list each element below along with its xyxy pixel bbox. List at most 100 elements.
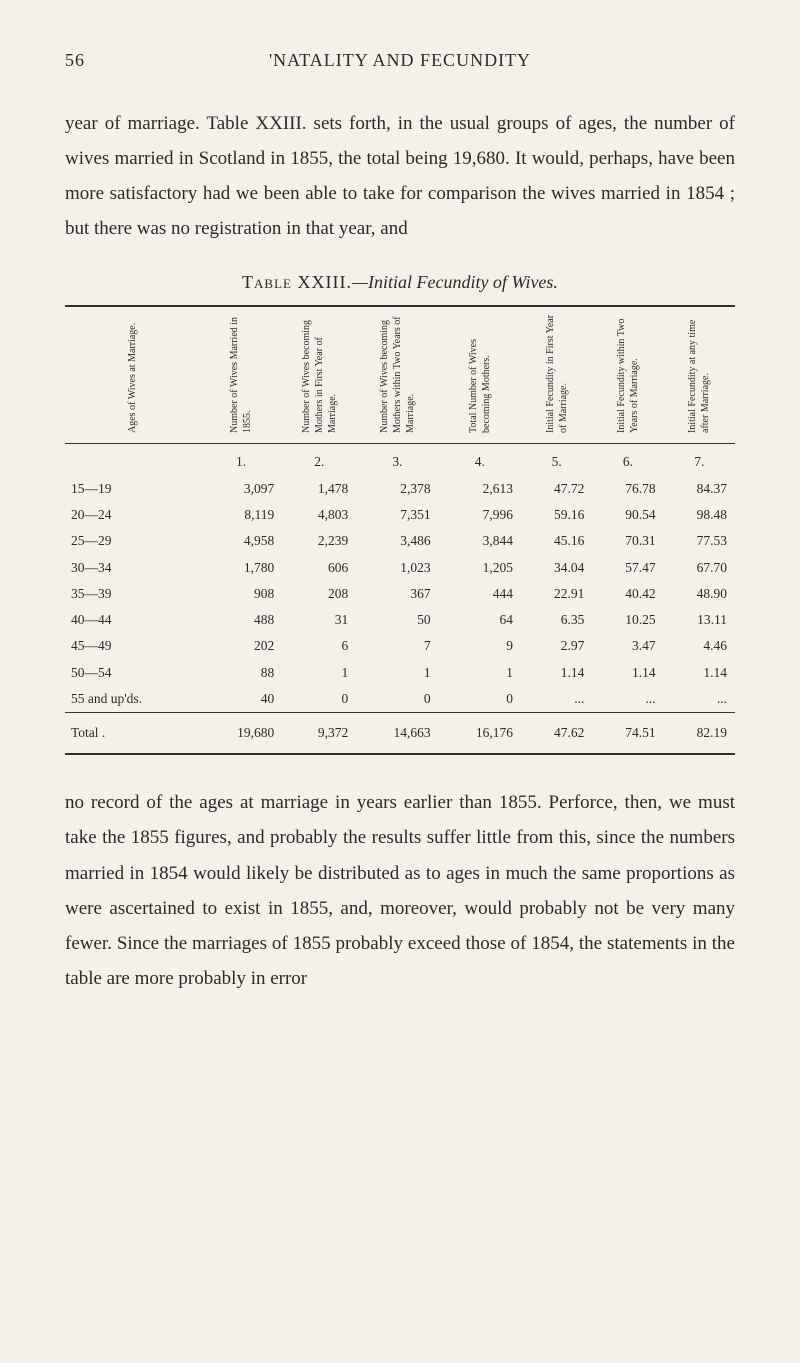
- cell: 488: [200, 607, 282, 633]
- cell: 70.31: [592, 528, 663, 554]
- cell: 2.97: [521, 633, 592, 659]
- cell: 3,097: [200, 476, 282, 502]
- col-header-ages: Ages of Wives at Marriage.: [65, 306, 200, 444]
- cell: ...: [664, 686, 735, 713]
- cell: 40—44: [65, 607, 200, 633]
- cell: 16,176: [439, 713, 521, 755]
- paragraph-2: no record of the ages at marriage in yea…: [65, 785, 735, 996]
- cell: 4,958: [200, 528, 282, 554]
- cell: 1: [439, 660, 521, 686]
- cell: 2,613: [439, 476, 521, 502]
- cell: 2.: [282, 443, 356, 476]
- cell: 40: [200, 686, 282, 713]
- cell: 64: [439, 607, 521, 633]
- cell: 20—24: [65, 502, 200, 528]
- table-row: 40—44 488 31 50 64 6.35 10.25 13.11: [65, 607, 735, 633]
- cell: 47.62: [521, 713, 592, 755]
- cell: 1,023: [356, 555, 438, 581]
- cell: 82.19: [664, 713, 735, 755]
- cell: 6.35: [521, 607, 592, 633]
- cell: 45—49: [65, 633, 200, 659]
- page-header: 56 'NATALITY AND FECUNDITY: [65, 50, 735, 71]
- page-number: 56: [65, 50, 115, 71]
- table-row: 35—39 908 208 367 444 22.91 40.42 48.90: [65, 581, 735, 607]
- table-row: 55 and up'ds. 40 0 0 0 ... ... ...: [65, 686, 735, 713]
- table-caption-label: Table XXIII.: [242, 272, 352, 292]
- cell: 88: [200, 660, 282, 686]
- table-caption: Table XXIII.—Initial Fecundity of Wives.: [65, 272, 735, 293]
- page: 56 'NATALITY AND FECUNDITY year of marri…: [0, 0, 800, 1081]
- cell: 7,351: [356, 502, 438, 528]
- cell: 1.14: [521, 660, 592, 686]
- cell: 6: [282, 633, 356, 659]
- cell: 1,478: [282, 476, 356, 502]
- cell: 34.04: [521, 555, 592, 581]
- cell: 9,372: [282, 713, 356, 755]
- cell: 1: [356, 660, 438, 686]
- cell: 9: [439, 633, 521, 659]
- cell: 57.47: [592, 555, 663, 581]
- cell: 59.16: [521, 502, 592, 528]
- cell: 14,663: [356, 713, 438, 755]
- cell: 208: [282, 581, 356, 607]
- cell: 84.37: [664, 476, 735, 502]
- cell: 98.48: [664, 502, 735, 528]
- table-body: 1. 2. 3. 4. 5. 6. 7. 15—19 3,097 1,478 2…: [65, 443, 735, 754]
- cell: 90.54: [592, 502, 663, 528]
- col-header-fecundity-first: Initial Fecundity in First Year of Marri…: [521, 306, 592, 444]
- cell: 3,486: [356, 528, 438, 554]
- cell: 25—29: [65, 528, 200, 554]
- cell: 3.: [356, 443, 438, 476]
- cell: 22.91: [521, 581, 592, 607]
- cell: [65, 443, 200, 476]
- cell: 1.14: [592, 660, 663, 686]
- cell: 4,803: [282, 502, 356, 528]
- cell: 67.70: [664, 555, 735, 581]
- cell: 3,844: [439, 528, 521, 554]
- cell: 1.: [200, 443, 282, 476]
- cell: Total .: [65, 713, 200, 755]
- cell: 48.90: [664, 581, 735, 607]
- cell: 2,378: [356, 476, 438, 502]
- cell: 50—54: [65, 660, 200, 686]
- cell: ...: [592, 686, 663, 713]
- cell: 908: [200, 581, 282, 607]
- cell: 35—39: [65, 581, 200, 607]
- cell: 77.53: [664, 528, 735, 554]
- cell: 40.42: [592, 581, 663, 607]
- cell: 1.14: [664, 660, 735, 686]
- col-header-two-years: Number of Wives becoming Mothers within …: [356, 306, 438, 444]
- cell: 31: [282, 607, 356, 633]
- cell: 7.: [664, 443, 735, 476]
- cell: 47.72: [521, 476, 592, 502]
- cell: 30—34: [65, 555, 200, 581]
- cell: 76.78: [592, 476, 663, 502]
- cell: 0: [356, 686, 438, 713]
- cell: 367: [356, 581, 438, 607]
- cell: 45.16: [521, 528, 592, 554]
- cell: 7,996: [439, 502, 521, 528]
- table-row: 45—49 202 6 7 9 2.97 3.47 4.46: [65, 633, 735, 659]
- col-header-first-year: Number of Wives becoming Mothers in Firs…: [282, 306, 356, 444]
- col-header-fecundity-two: Initial Fecundity within Two Years of Ma…: [592, 306, 663, 444]
- cell: 606: [282, 555, 356, 581]
- table-caption-title: —Initial Fecundity of Wives.: [352, 272, 558, 292]
- table-row: 20—24 8,119 4,803 7,351 7,996 59.16 90.5…: [65, 502, 735, 528]
- cell: 0: [439, 686, 521, 713]
- fecundity-table: Ages of Wives at Marriage. Number of Wiv…: [65, 305, 735, 756]
- cell: 74.51: [592, 713, 663, 755]
- table-row: 50—54 88 1 1 1 1.14 1.14 1.14: [65, 660, 735, 686]
- running-header: 'NATALITY AND FECUNDITY: [115, 50, 735, 71]
- cell: 1,780: [200, 555, 282, 581]
- col-header-total-mothers: Total Number of Wives becoming Mothers.: [439, 306, 521, 444]
- cell: 6.: [592, 443, 663, 476]
- cell: 1: [282, 660, 356, 686]
- table-row: 30—34 1,780 606 1,023 1,205 34.04 57.47 …: [65, 555, 735, 581]
- table-row: 25—29 4,958 2,239 3,486 3,844 45.16 70.3…: [65, 528, 735, 554]
- cell: 10.25: [592, 607, 663, 633]
- paragraph-1: year of marriage. Table XXIII. sets fort…: [65, 106, 735, 247]
- column-number-row: 1. 2. 3. 4. 5. 6. 7.: [65, 443, 735, 476]
- cell: 8,119: [200, 502, 282, 528]
- cell: 13.11: [664, 607, 735, 633]
- table-header-row: Ages of Wives at Marriage. Number of Wiv…: [65, 306, 735, 444]
